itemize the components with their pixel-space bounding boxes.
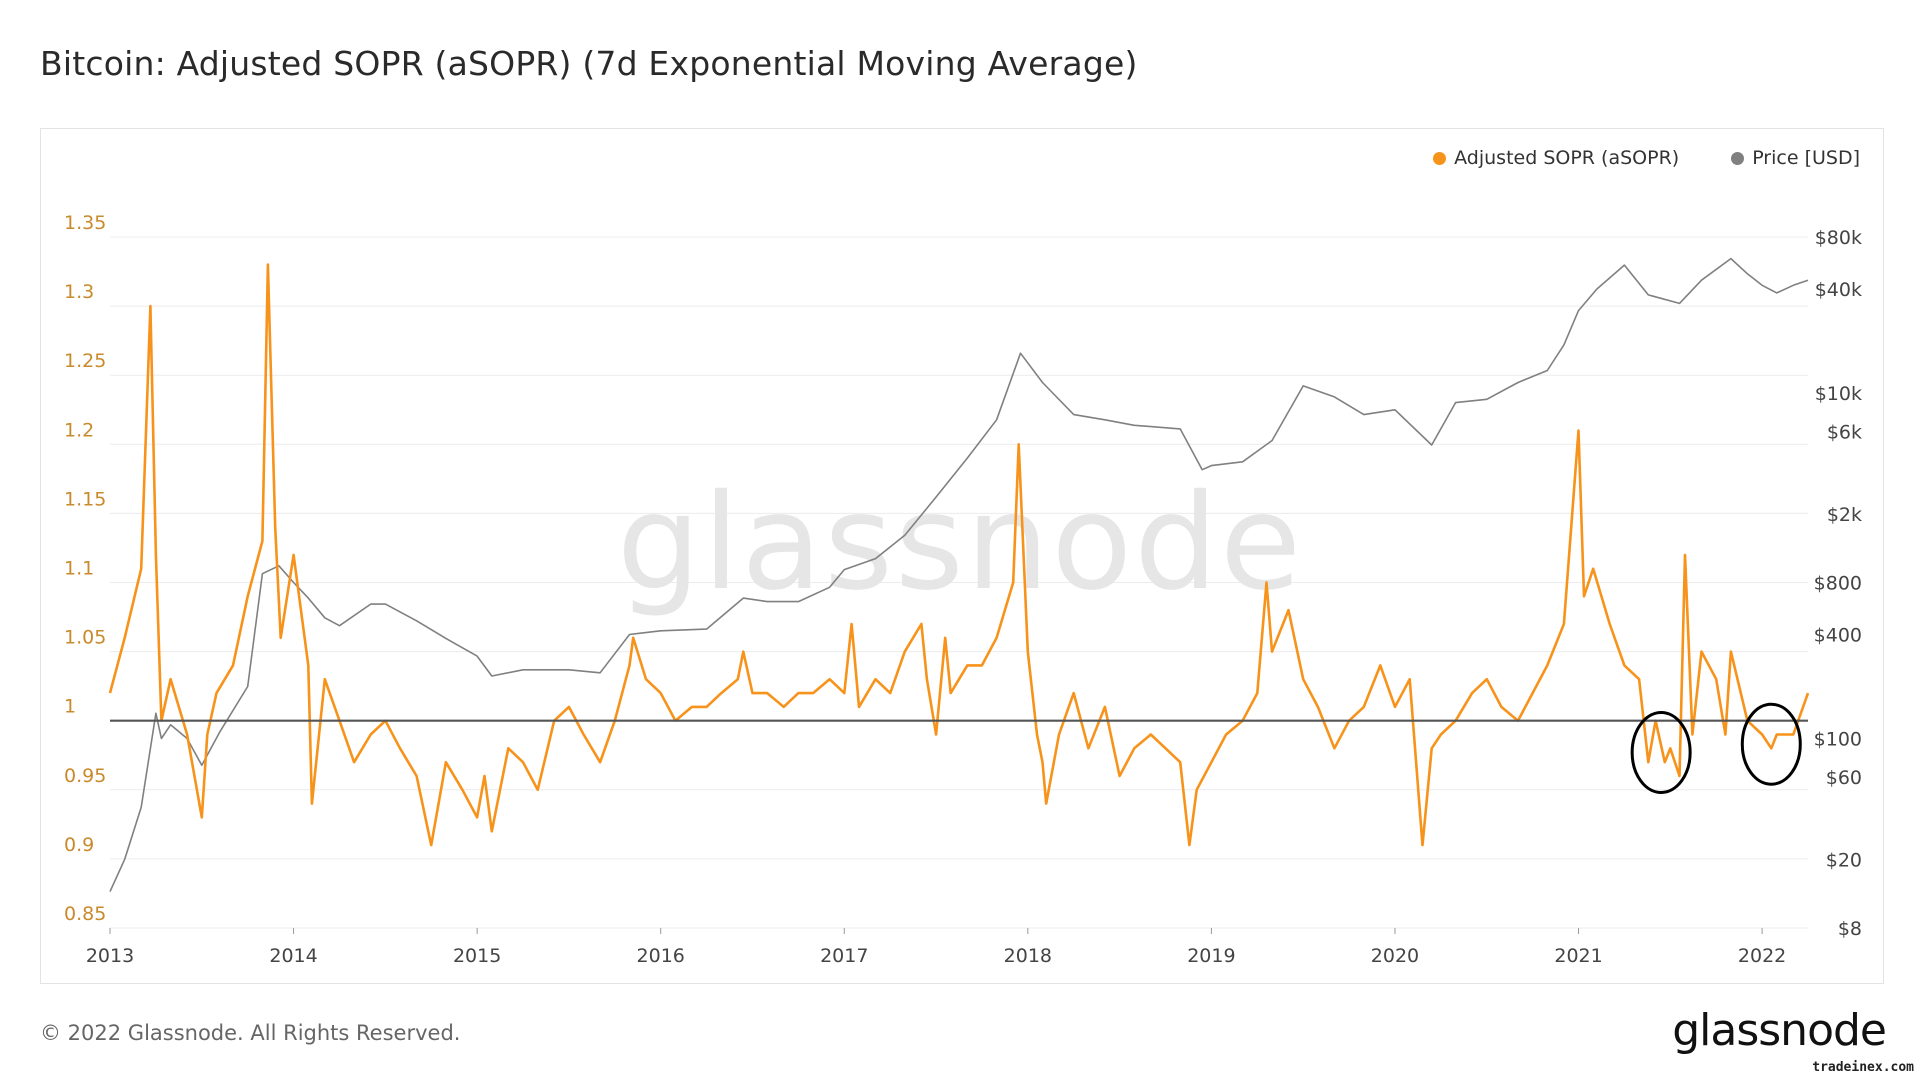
chart-title: Bitcoin: Adjusted SOPR (aSOPR) (7d Expon… (40, 44, 1138, 83)
y-left-tick-label: 1 (64, 696, 76, 718)
site-credit: tradeinex.com (1812, 1060, 1914, 1075)
legend: Adjusted SOPR (aSOPR) Price [USD] (1433, 147, 1860, 169)
x-tick-label: 2022 (1738, 945, 1786, 967)
x-tick-label: 2014 (269, 945, 317, 967)
x-tick-label: 2020 (1371, 945, 1419, 967)
glassnode-logo[interactable]: glassnode (1672, 1005, 1887, 1056)
y-right-tick-label: $40k (1815, 279, 1862, 301)
legend-dot-asopr (1433, 151, 1447, 165)
x-tick-label: 2016 (637, 945, 685, 967)
chart-panel (40, 128, 1884, 984)
grid (110, 236, 1808, 929)
series-layer (108, 257, 1810, 892)
y-right-tick-label: $80k (1815, 227, 1862, 249)
legend-label-asopr: Adjusted SOPR (aSOPR) (1454, 147, 1680, 169)
annotation-circle-2 (1740, 702, 1802, 786)
x-tick-label: 2021 (1554, 945, 1602, 967)
watermark: glassnode (617, 466, 1303, 620)
copyright-footer: © 2022 Glassnode. All Rights Reserved. (40, 1021, 461, 1045)
series-line-price (109, 257, 1809, 892)
y-right-tick-label: $800 (1814, 573, 1862, 595)
y-right-tick-label: $8 (1838, 918, 1862, 940)
x-tick-label: 2017 (820, 945, 868, 967)
y-right-tick-label: $60 (1826, 767, 1862, 789)
y-left-tick-label: 0.9 (64, 834, 94, 856)
x-tick-label: 2015 (453, 945, 501, 967)
legend-dot-price (1731, 151, 1745, 165)
legend-item-asopr[interactable]: Adjusted SOPR (aSOPR) (1433, 147, 1679, 169)
legend-item-price[interactable]: Price [USD] (1731, 147, 1860, 169)
annotations (1630, 702, 1802, 794)
y-left-tick-label: 1.15 (64, 488, 106, 510)
y-right-tick-label: $100 (1814, 729, 1862, 751)
y-right-tick-label: $20 (1826, 849, 1862, 871)
y-right-tick-label: $400 (1814, 625, 1862, 647)
y-left-tick-label: 1.3 (64, 281, 94, 303)
axes: 1.35 1.3 1.25 1.2 1.15 1.1 1.05 1 0.95 0.9 0.85 $80… (64, 212, 1862, 967)
x-tick-label: 2019 (1187, 945, 1235, 967)
y-left-tick-label: 1.2 (64, 419, 94, 441)
y-left-tick-label: 1.25 (64, 350, 106, 372)
x-tick-label: 2013 (86, 945, 134, 967)
y-left-tick-label: 1.1 (64, 558, 94, 580)
y-right-tick-label: $6k (1827, 421, 1862, 443)
y-left-tick-label: 1.05 (64, 627, 106, 649)
y-right-tick-label: $2k (1827, 504, 1862, 526)
y-right-tick-label: $10k (1815, 383, 1862, 405)
y-left-tick-label: 1.35 (64, 212, 106, 234)
y-left-tick-label: 0.85 (64, 903, 106, 925)
legend-label-price: Price [USD] (1752, 147, 1860, 169)
series-line-asopr (108, 263, 1810, 847)
y-left-tick-label: 0.95 (64, 765, 106, 787)
x-tick-label: 2018 (1004, 945, 1052, 967)
annotation-circle-1 (1630, 710, 1692, 794)
